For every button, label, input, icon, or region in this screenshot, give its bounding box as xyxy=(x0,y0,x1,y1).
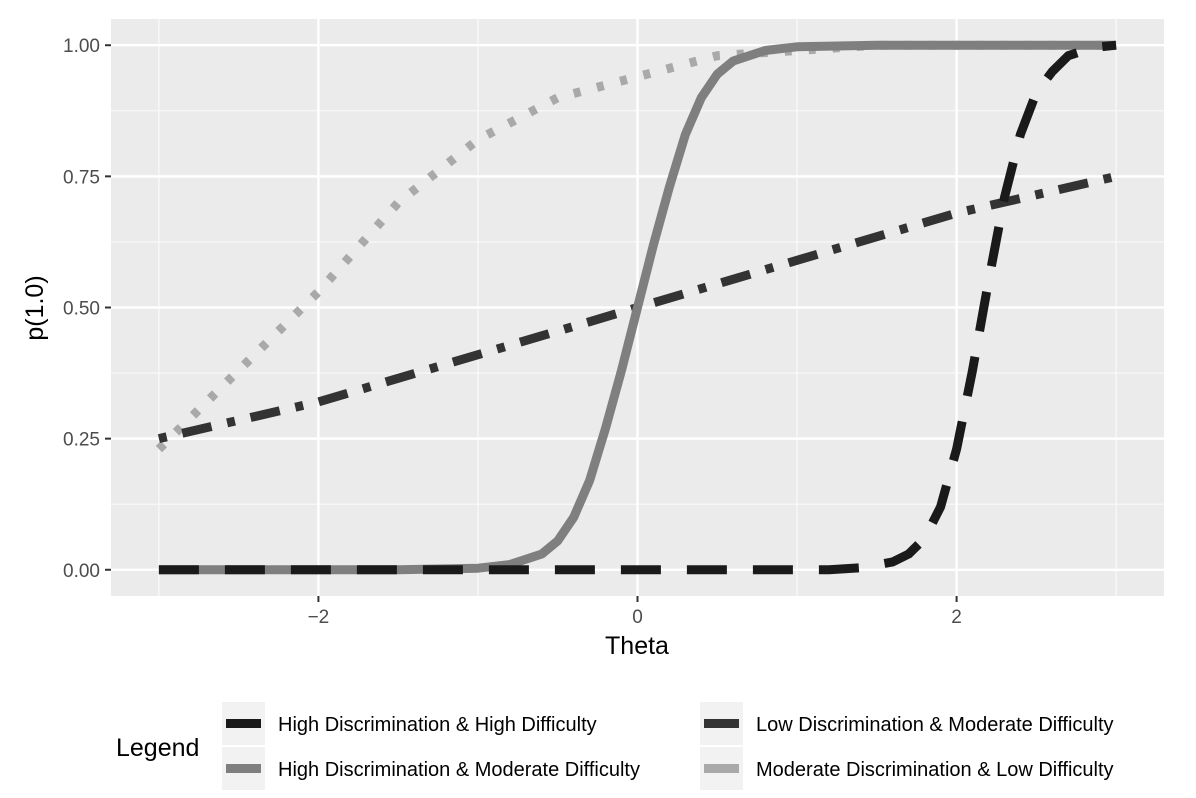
legend: Legend High Discrimination & High Diffic… xyxy=(116,702,1114,790)
series-line-longdash xyxy=(158,40,1117,575)
x-tick-label: 0 xyxy=(632,607,643,628)
x-axis-title: Theta xyxy=(605,632,669,660)
y-tick-label: 0.50 xyxy=(63,299,100,320)
y-axis: 0.00 0.25 0.50 0.75 1.00 xyxy=(63,36,111,582)
legend-label: Moderate Discrimination & Low Difficulty xyxy=(756,759,1114,781)
x-axis: −2 0 2 xyxy=(308,596,962,628)
legend-label: High Discrimination & High Difficulty xyxy=(278,714,597,736)
legend-label: Low Discrimination & Moderate Difficulty xyxy=(756,714,1114,736)
y-tick-label: 0.25 xyxy=(63,430,100,451)
legend-label: High Discrimination & Moderate Difficult… xyxy=(278,759,640,781)
series-layer xyxy=(155,40,1118,575)
y-tick-label: 1.00 xyxy=(63,36,100,57)
y-tick-label: 0.00 xyxy=(63,561,100,582)
y-axis-title: p(1.0) xyxy=(21,275,49,340)
x-tick-label: −2 xyxy=(308,607,330,628)
legend-title: Legend xyxy=(116,734,199,762)
y-tick-label: 0.75 xyxy=(63,167,100,188)
series-line-dotted xyxy=(155,40,1117,453)
x-tick-label: 2 xyxy=(951,607,962,628)
